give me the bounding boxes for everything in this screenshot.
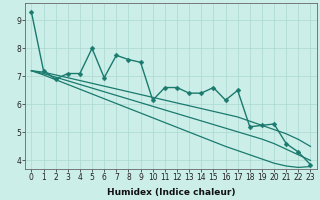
X-axis label: Humidex (Indice chaleur): Humidex (Indice chaleur) — [107, 188, 235, 197]
